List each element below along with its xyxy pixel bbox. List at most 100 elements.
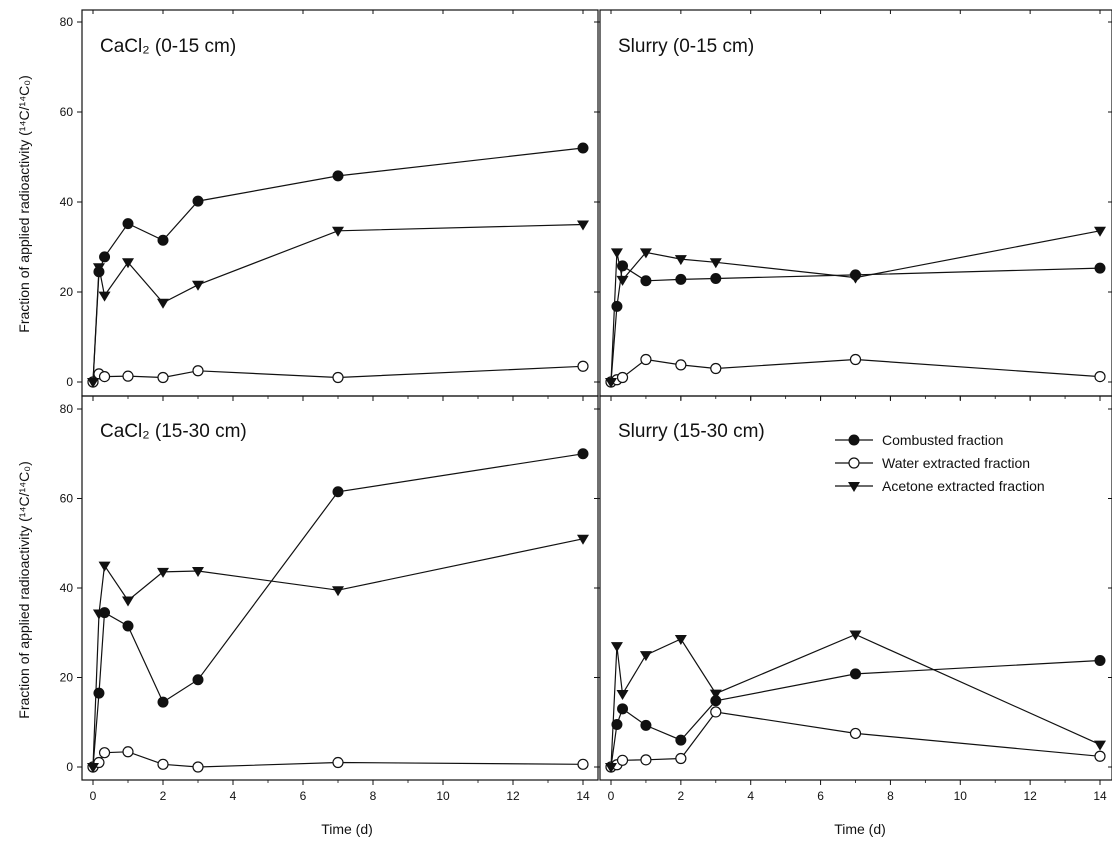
data-point <box>577 360 589 372</box>
data-point <box>332 486 344 498</box>
x-tick-label: 4 <box>230 789 237 803</box>
legend-marker-water <box>848 457 860 469</box>
x-tick-label: 14 <box>1093 789 1107 803</box>
data-point <box>192 761 204 773</box>
series-combusted-fraction <box>87 142 589 388</box>
x-tick-label: 10 <box>436 789 450 803</box>
x-tick-label: 10 <box>954 789 968 803</box>
data-point <box>675 273 687 285</box>
data-point <box>332 586 344 597</box>
x-tick-label: 2 <box>160 789 167 803</box>
legend-item-acetone: Acetone extracted fraction <box>835 478 1045 494</box>
x-tick-label: 6 <box>300 789 307 803</box>
data-point <box>122 258 134 269</box>
series-acetone-extracted-fraction <box>605 630 1106 773</box>
data-point <box>849 630 862 641</box>
data-point <box>98 371 111 383</box>
panel-frame <box>599 395 1112 781</box>
series-line <box>610 633 1101 768</box>
data-point <box>157 696 169 708</box>
ylabel-top: Fraction of applied radioactivity (¹⁴C/¹… <box>16 75 32 332</box>
data-point <box>332 226 344 237</box>
data-point <box>1094 262 1106 274</box>
series-combusted-fraction <box>605 654 1106 773</box>
data-point <box>616 275 629 286</box>
legend-label-acetone: Acetone extracted fraction <box>882 478 1045 494</box>
data-point <box>577 220 589 231</box>
data-point <box>640 353 652 366</box>
panel-4: Slurry (15-30 cm) 0 2 4 6 8 10 12 14 <box>595 395 1112 803</box>
data-point <box>617 703 629 715</box>
x-tick-label: 12 <box>1023 789 1037 803</box>
series-line <box>92 453 584 768</box>
data-point <box>1094 226 1106 237</box>
series-combusted-fraction <box>87 448 589 773</box>
series-water-extracted-fraction <box>87 360 589 388</box>
data-point <box>122 596 134 607</box>
data-point <box>577 142 589 154</box>
data-point <box>849 353 862 366</box>
ylabel-bottom: Fraction of applied radioactivity (¹⁴C/¹… <box>16 461 32 718</box>
data-point <box>675 359 687 371</box>
data-point <box>710 273 722 284</box>
data-point <box>332 371 344 384</box>
data-point <box>640 719 652 731</box>
data-point <box>675 734 687 746</box>
data-point <box>639 651 652 662</box>
y-tick-label: 80 <box>60 15 74 29</box>
data-point <box>577 534 589 545</box>
data-point <box>99 251 111 263</box>
data-point <box>674 635 687 646</box>
panel-title: CaCl₂ (15-30 cm) <box>100 421 247 442</box>
data-point <box>616 371 629 384</box>
data-point <box>710 362 722 375</box>
panel-2: Slurry (0-15 cm) <box>595 9 1112 401</box>
data-point <box>157 758 169 770</box>
x-tick-label: 2 <box>678 789 685 803</box>
data-point <box>98 291 111 302</box>
panel-3: CaCl₂ (15-30 cm) 0 2 4 6 8 10 12 14 0 20 40 60 80 <box>60 395 599 803</box>
data-point <box>850 668 861 680</box>
data-point <box>98 561 111 572</box>
data-point <box>157 567 169 578</box>
data-point <box>1094 654 1106 666</box>
data-point <box>1094 371 1106 383</box>
x-tick-label: 0 <box>90 789 97 803</box>
data-point <box>639 248 652 259</box>
data-point <box>710 706 722 718</box>
data-point <box>332 756 344 769</box>
data-point <box>192 365 204 377</box>
panel-frame <box>599 9 1112 397</box>
y-tick-label: 40 <box>60 581 74 595</box>
series-line <box>610 230 1101 383</box>
panel-frame <box>81 9 599 397</box>
y-tick-label: 0 <box>66 760 73 774</box>
panel-title: Slurry (0-15 cm) <box>618 36 754 57</box>
data-point <box>157 298 169 309</box>
data-point <box>611 718 623 730</box>
data-point <box>605 378 617 388</box>
x-tick-label: 8 <box>370 789 377 803</box>
panel-title: Slurry (15-30 cm) <box>618 421 765 442</box>
series-line <box>92 147 584 383</box>
y-tick-label: 60 <box>60 105 74 119</box>
data-point <box>611 300 623 312</box>
data-point <box>192 566 204 577</box>
data-point <box>122 746 134 758</box>
data-point <box>122 370 134 382</box>
data-point <box>92 609 105 620</box>
data-point <box>675 752 687 765</box>
y-tick-label: 60 <box>60 492 74 506</box>
legend-label-water: Water extracted fraction <box>882 455 1030 471</box>
series-acetone-extracted-fraction <box>87 220 589 388</box>
data-point <box>92 263 105 274</box>
data-point <box>1094 750 1106 762</box>
data-point <box>616 690 629 701</box>
data-point <box>122 218 134 230</box>
x-tick-label: 0 <box>608 789 615 803</box>
data-point <box>640 754 652 766</box>
x-tick-label: 6 <box>817 789 824 803</box>
data-point <box>709 258 722 269</box>
series-acetone-extracted-fraction <box>87 534 589 773</box>
x-tick-label: 14 <box>576 789 590 803</box>
